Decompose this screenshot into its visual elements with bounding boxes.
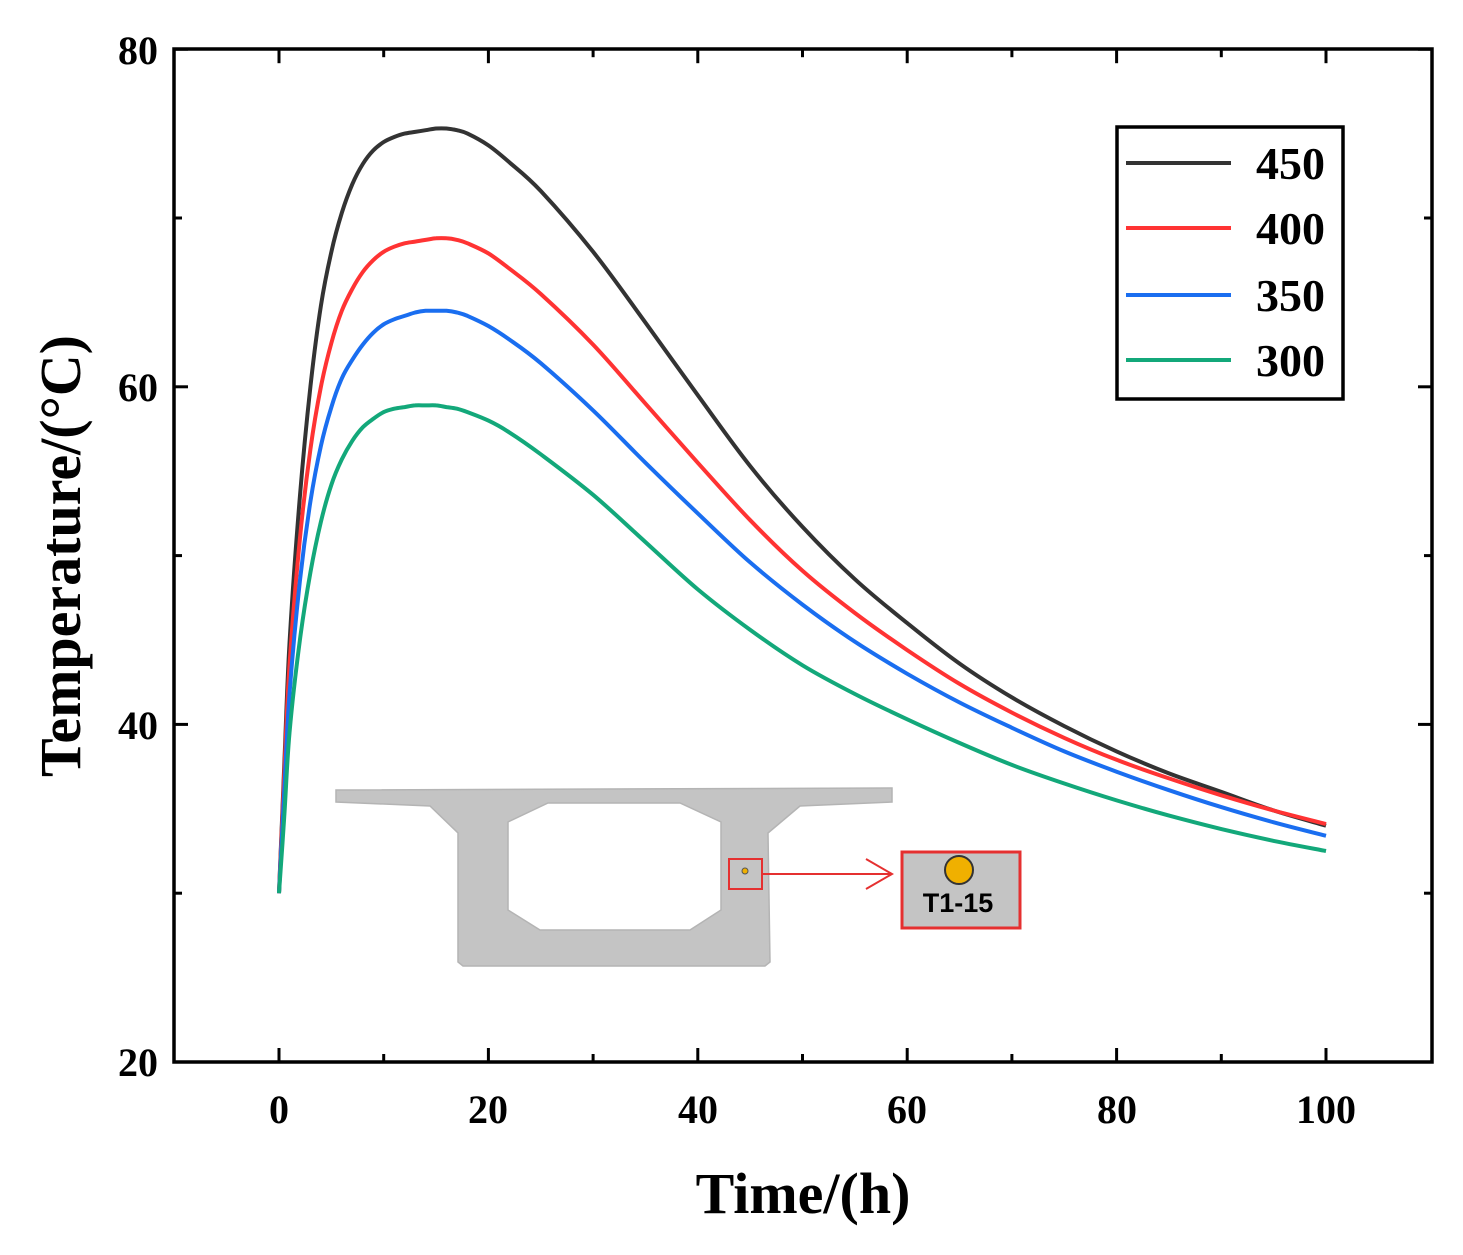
- inset-cross-section: T1-15: [335, 787, 1022, 967]
- legend-label-300: 300: [1256, 335, 1325, 386]
- series-line-450: [277, 126, 1327, 894]
- y-tick-labels: 20 40 60 80: [118, 28, 158, 1085]
- series-line-300: [277, 403, 1327, 894]
- legend-label-350: 350: [1256, 270, 1325, 321]
- sensor-dot-small: [741, 867, 749, 875]
- x-tick-label-60: 60: [887, 1087, 927, 1132]
- x-tick-label-80: 80: [1097, 1087, 1137, 1132]
- axis-ticks: [174, 47, 1432, 1064]
- x-axis-title: Time/(h): [696, 1161, 911, 1226]
- x-tick-labels: 0 20 40 60 80 100: [269, 1087, 1356, 1132]
- legend-box: [1115, 125, 1345, 401]
- y-tick-label-40: 40: [118, 703, 158, 748]
- legend-label-400: 400: [1256, 203, 1325, 254]
- series-line-400: [277, 236, 1327, 894]
- y-tick-label-80: 80: [118, 28, 158, 73]
- x-tick-label-100: 100: [1296, 1087, 1356, 1132]
- series-line-350: [277, 308, 1327, 894]
- series-lines: [277, 126, 1327, 894]
- y-tick-label-60: 60: [118, 365, 158, 410]
- x-tick-label-0: 0: [269, 1087, 289, 1132]
- legend-label-450: 450: [1256, 138, 1325, 189]
- callout-arrow-head: [865, 858, 895, 890]
- sensor-label: T1-15: [923, 888, 994, 918]
- y-axis-title: Temperature/(°C): [28, 335, 93, 777]
- x-tick-label-20: 20: [468, 1087, 508, 1132]
- box-girder-section: [335, 787, 893, 967]
- y-tick-label-20: 20: [118, 1040, 158, 1085]
- sensor-dot-icon: [944, 855, 974, 885]
- legend: 450 400 350 300: [1115, 125, 1345, 401]
- x-tick-label-40: 40: [678, 1087, 718, 1132]
